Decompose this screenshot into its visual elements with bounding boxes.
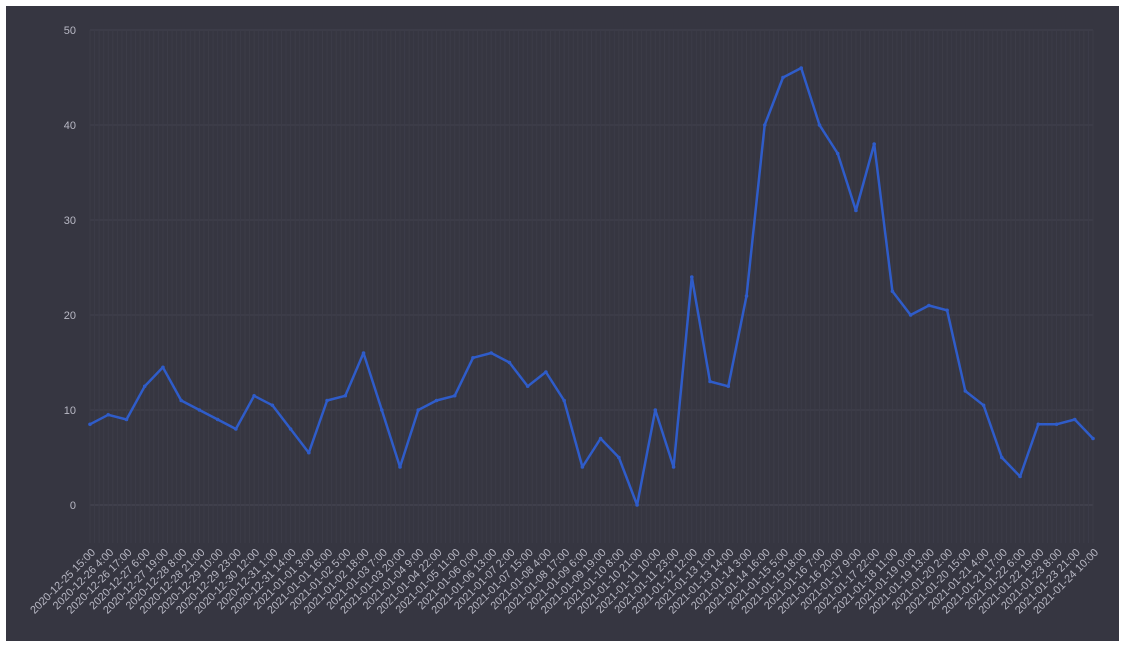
data-point [471, 355, 475, 360]
data-point [307, 450, 311, 455]
y-axis: 0 10 20 30 40 50 [64, 25, 76, 512]
data-point [252, 393, 256, 398]
data-point [835, 151, 840, 156]
data-point [1091, 436, 1095, 441]
data-point [434, 398, 439, 403]
series-line [89, 66, 1094, 507]
data-point [197, 408, 202, 412]
data-point [124, 417, 129, 422]
data-point [653, 408, 658, 412]
data-point [489, 351, 494, 355]
data-point [671, 465, 676, 469]
data-point [908, 313, 913, 317]
data-point [872, 142, 876, 146]
data-point [854, 208, 858, 213]
series [88, 66, 1095, 507]
data-point [963, 389, 968, 393]
y-tick-label: 0 [70, 500, 76, 512]
data-point [361, 351, 366, 355]
grid [89, 29, 1094, 543]
data-point [398, 465, 402, 469]
data-point [817, 123, 822, 127]
data-point [1054, 422, 1059, 427]
data-point [234, 427, 238, 431]
data-point [945, 308, 949, 313]
y-tick-label: 40 [64, 120, 76, 132]
data-point [525, 384, 530, 389]
data-point [690, 275, 694, 279]
data-point [215, 417, 220, 422]
data-point [981, 403, 986, 408]
data-point [890, 289, 895, 294]
data-point [562, 398, 566, 403]
y-tick-label: 10 [64, 405, 76, 417]
data-point [744, 294, 749, 298]
data-point [161, 365, 165, 370]
data-point [88, 422, 92, 427]
data-point [452, 393, 457, 398]
y-tick-label: 50 [64, 25, 76, 37]
data-point [343, 393, 348, 398]
data-point [708, 379, 712, 384]
y-tick-label: 30 [64, 215, 76, 227]
data-point [106, 412, 111, 417]
data-point [598, 436, 603, 441]
data-point [507, 360, 512, 365]
data-point [927, 303, 931, 308]
data-point [270, 403, 275, 408]
chart-panel: 0 10 20 30 40 50 2020-12-25 15:00 2020-12-26 4… [6, 6, 1119, 641]
data-point [781, 75, 785, 80]
data-point [379, 408, 384, 412]
data-point [416, 408, 421, 412]
data-point [726, 384, 731, 389]
data-point [580, 465, 585, 469]
data-point [1018, 474, 1022, 479]
data-point [799, 66, 804, 70]
data-point [1000, 455, 1004, 460]
data-point [1036, 422, 1041, 427]
y-tick-label: 20 [64, 310, 76, 322]
data-point [617, 455, 621, 460]
data-point [142, 384, 147, 389]
data-point [288, 427, 293, 431]
data-point [179, 398, 183, 403]
data-point [1072, 417, 1077, 422]
data-point [762, 123, 767, 127]
data-point [635, 503, 639, 507]
data-point [544, 370, 548, 374]
data-point [325, 398, 329, 403]
